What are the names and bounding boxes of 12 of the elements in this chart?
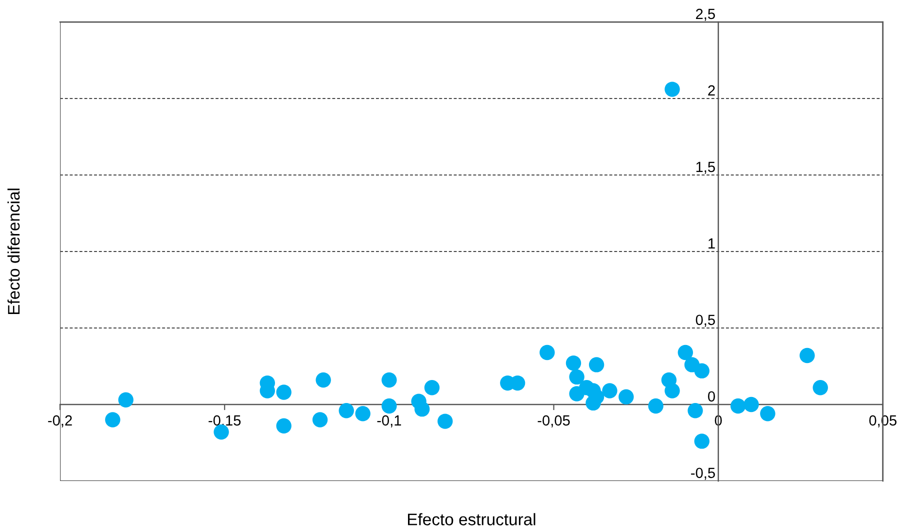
- y-tick-label: 0: [708, 391, 715, 402]
- y-tick-label: 2,5: [696, 8, 715, 21]
- x-tick-label: -0,05: [538, 415, 570, 428]
- x-axis-title: Efecto estructural: [408, 513, 536, 526]
- y-tick-label: 1,5: [696, 162, 715, 174]
- x-tick-label: -0,15: [208, 415, 241, 428]
- y-tick-label: 1: [708, 238, 715, 248]
- y-tick-label: 0,5: [696, 314, 715, 327]
- y-tick-label: 2: [708, 85, 715, 96]
- y-axis-title: Efecto diferencial: [7, 188, 20, 314]
- x-tick-label: -0,1: [377, 415, 402, 428]
- y-tick-label: -0,5: [691, 468, 715, 480]
